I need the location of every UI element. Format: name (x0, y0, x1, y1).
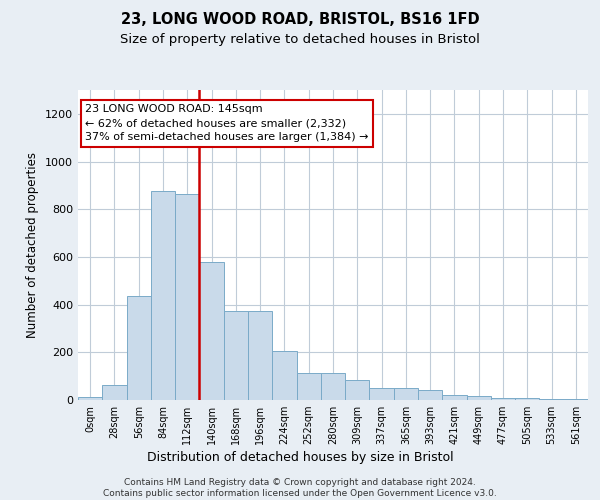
Bar (539, 399, 564, 400)
Bar (224, 310, 248, 400)
Bar (78, 397, 102, 400)
Bar (102, 384, 127, 400)
Bar (151, 192, 175, 400)
Bar (345, 380, 370, 400)
Bar (272, 351, 296, 400)
Bar (175, 194, 199, 400)
Text: 23, LONG WOOD ROAD, BRISTOL, BS16 1FD: 23, LONG WOOD ROAD, BRISTOL, BS16 1FD (121, 12, 479, 28)
Text: Size of property relative to detached houses in Bristol: Size of property relative to detached ho… (120, 32, 480, 46)
Bar (127, 296, 151, 400)
Text: 23 LONG WOOD ROAD: 145sqm
← 62% of detached houses are smaller (2,332)
37% of se: 23 LONG WOOD ROAD: 145sqm ← 62% of detac… (85, 104, 369, 142)
Bar (321, 372, 345, 400)
Bar (467, 396, 491, 400)
Text: Distribution of detached houses by size in Bristol: Distribution of detached houses by size … (146, 451, 454, 464)
Bar (442, 395, 467, 400)
Text: Contains HM Land Registry data © Crown copyright and database right 2024.
Contai: Contains HM Land Registry data © Crown c… (103, 478, 497, 498)
Bar (199, 262, 224, 400)
Bar (418, 390, 442, 400)
Bar (248, 310, 272, 400)
Y-axis label: Number of detached properties: Number of detached properties (26, 152, 40, 338)
Bar (515, 398, 539, 400)
Bar (296, 372, 321, 400)
Bar (370, 388, 394, 400)
Bar (491, 398, 515, 400)
Bar (394, 388, 418, 400)
